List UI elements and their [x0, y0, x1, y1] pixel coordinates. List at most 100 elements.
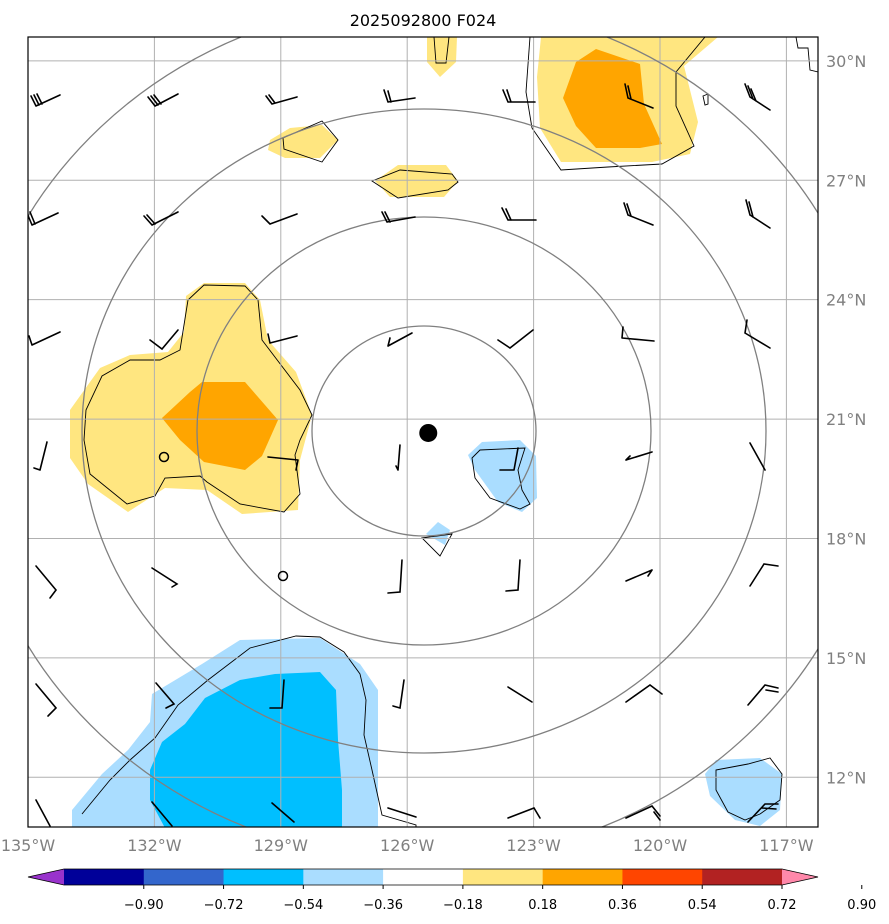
colorbar-segment — [702, 869, 783, 885]
wind-barb — [501, 207, 537, 221]
longitude-tick-label: 117°W — [759, 836, 814, 855]
latitude-tick-label: 18°N — [826, 529, 866, 548]
plot-area — [28, 37, 818, 827]
wind-barbs — [28, 83, 779, 827]
wind-barb — [744, 319, 771, 349]
wind-barb — [151, 801, 173, 827]
wind-barb — [395, 444, 401, 471]
wind-barb — [387, 332, 413, 347]
colorbar-tick-label: −0.72 — [204, 898, 244, 913]
colorbar-segment — [622, 869, 703, 885]
longitude-tick-label: 129°W — [254, 836, 309, 855]
positive-anomaly-region — [375, 165, 458, 197]
colorbar-segment — [462, 869, 544, 885]
wind-barb — [267, 333, 298, 344]
strong-positive-anomaly-region — [162, 382, 278, 470]
colorbar-extend-min — [28, 869, 64, 885]
negative-anomaly-region — [705, 758, 782, 826]
colorbar-extend-max — [782, 869, 818, 885]
latitude-tick-label: 30°N — [826, 52, 866, 71]
wind-barb — [147, 93, 179, 107]
wind-barb — [623, 202, 654, 226]
wind-barb — [744, 83, 771, 111]
colorbar: −0.90 −0.72 −0.54 −0.36 −0.18 0.18 0.36 0.54 0.7… — [27, 868, 876, 913]
colorbar-tick-label: 0.36 — [608, 898, 637, 913]
wind-barb — [381, 211, 416, 223]
wind-barb — [625, 805, 661, 821]
colorbar-segment — [64, 869, 145, 885]
wind-barb — [747, 684, 779, 706]
colorbar-tick-label: −0.54 — [283, 898, 323, 913]
colorbar-outline — [27, 868, 819, 886]
strong-positive-anomaly-region — [563, 49, 662, 148]
wind-barb — [387, 559, 403, 594]
longitude-tick-label: 135°W — [1, 836, 56, 855]
wind-barb — [269, 679, 285, 709]
wind-barb — [747, 803, 779, 823]
wind-barb — [392, 679, 405, 710]
longitude-labels: 135°W 132°W 129°W 126°W 123°W 120°W 117°W — [1, 836, 814, 855]
wind-barb — [497, 329, 534, 349]
longitude-tick-label: 123°W — [506, 836, 561, 855]
latitude-tick-label: 27°N — [826, 171, 866, 190]
calm-wind-marker — [277, 570, 289, 582]
wind-barb — [383, 89, 416, 103]
wind-barb — [624, 83, 654, 109]
wind-barb — [149, 329, 179, 351]
map-frame — [27, 36, 819, 828]
wind-barb — [625, 684, 663, 703]
colorbar-tick-label: 0.72 — [768, 898, 797, 913]
colorbar-tick-label: 0.90 — [847, 898, 876, 913]
distance-ring — [196, 216, 652, 646]
latitude-tick-label: 21°N — [826, 410, 866, 429]
strong-negative-anomaly-region — [150, 672, 342, 827]
latitude-tick-label: 12°N — [826, 768, 866, 787]
wind-barb — [505, 559, 521, 592]
longitude-tick-label: 132°W — [127, 836, 182, 855]
wind-barb — [143, 211, 179, 226]
distance-rings — [28, 37, 818, 827]
wind-barb — [265, 94, 298, 105]
positive-anomaly-region — [427, 37, 457, 77]
wind-barb — [151, 567, 179, 588]
wind-barb — [28, 331, 61, 346]
wind-barb — [749, 442, 766, 471]
wind-barb — [625, 569, 653, 582]
latitude-tick-label: 24°N — [826, 291, 866, 310]
colorbar-segment — [303, 869, 384, 885]
wind-barb — [749, 563, 779, 587]
wind-barb — [35, 799, 51, 827]
storm-center-marker — [419, 423, 438, 442]
figure-title: 2025092800 F024 — [350, 11, 497, 30]
colorbar-segment — [223, 869, 304, 885]
negative-anomaly-region — [468, 440, 537, 512]
wind-barb — [267, 456, 299, 471]
latitude-labels: 30°N 27°N 24°N 21°N 18°N 15°N 12°N — [826, 52, 866, 787]
wind-barb — [35, 565, 58, 599]
wind-barb — [507, 807, 541, 819]
calm-wind-marker — [158, 451, 170, 463]
anomaly-fills — [70, 37, 782, 827]
wind-barb — [35, 683, 58, 717]
anomaly-contours — [81, 37, 818, 827]
colorbar-tick-label: 0.18 — [528, 898, 557, 913]
colorbar-segment — [383, 869, 464, 885]
longitude-tick-label: 126°W — [380, 836, 435, 855]
distance-ring — [81, 108, 767, 754]
wind-barb — [499, 447, 519, 471]
wind-barb — [507, 686, 533, 703]
negative-anomaly-region — [426, 522, 450, 545]
wind-barb — [155, 682, 176, 709]
colorbar-tick-label: −0.18 — [443, 898, 483, 913]
longitude-tick-label: 120°W — [633, 836, 688, 855]
gridlines — [28, 37, 818, 827]
wind-barb — [30, 93, 61, 107]
colorbar-segment — [143, 869, 225, 885]
wind-barb — [271, 802, 295, 823]
wind-barb — [625, 451, 653, 461]
wind-barb — [28, 211, 59, 226]
wind-barb — [33, 441, 48, 471]
wind-barb — [745, 199, 771, 229]
latitude-tick-label: 15°N — [826, 649, 866, 668]
